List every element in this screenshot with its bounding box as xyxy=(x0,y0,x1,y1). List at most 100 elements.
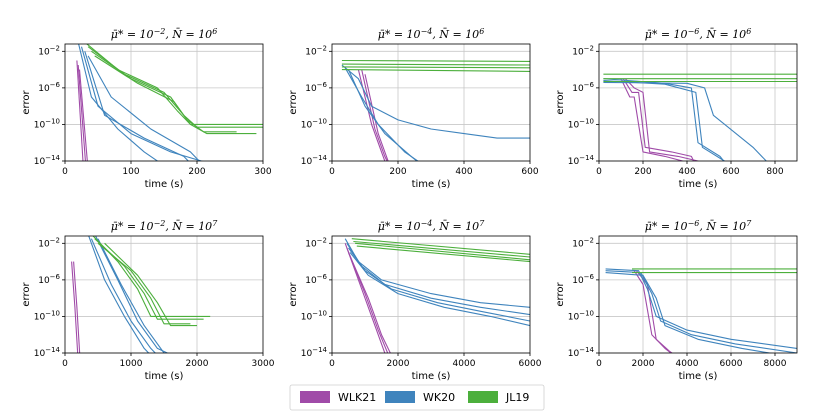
y-tick-label: 10−10 xyxy=(301,309,327,322)
series-group xyxy=(605,268,797,353)
legend-label-wk20: WK20 xyxy=(423,391,455,404)
x-tick-label: 0 xyxy=(62,359,68,369)
x-axis-label: time (s) xyxy=(145,179,184,190)
series-line-jl19 xyxy=(87,46,263,128)
series-line-wlk21 xyxy=(76,60,84,161)
x-tick-label: 400 xyxy=(455,167,472,177)
y-tick-label: 10−10 xyxy=(34,117,60,130)
series-line-jl19 xyxy=(341,66,530,69)
series-line-wk20 xyxy=(94,236,169,353)
series-line-wk20 xyxy=(603,80,726,161)
y-tick-label: 10−6 xyxy=(305,81,327,94)
x-tick-label: 300 xyxy=(254,167,271,177)
series-line-jl19 xyxy=(94,55,257,135)
y-axis-label: error xyxy=(555,282,566,307)
x-axis-label: time (s) xyxy=(412,371,451,382)
series-line-wk20 xyxy=(87,55,200,161)
y-tick-label: 10−6 xyxy=(572,81,594,94)
y-tick-label: 10−6 xyxy=(38,273,60,286)
x-tick-label: 0 xyxy=(596,167,602,177)
series-group xyxy=(341,59,530,161)
x-tick-label: 400 xyxy=(678,167,695,177)
y-axis-label: error xyxy=(288,282,299,307)
series-line-jl19 xyxy=(92,236,211,317)
legend-swatch-wk20 xyxy=(385,391,415,403)
series-line-wk20 xyxy=(347,69,418,161)
chart-title: μ̄* = 10−4, N̄ = 106 xyxy=(378,27,485,42)
series-line-wlk21 xyxy=(71,261,79,353)
series-line-wlk21 xyxy=(361,69,388,161)
y-tick-label: 10−2 xyxy=(305,44,327,57)
y-tick-label: 10−14 xyxy=(568,346,595,359)
series-line-wlk21 xyxy=(344,243,386,353)
series-line-wk20 xyxy=(80,46,204,161)
legend-swatch-wlk21 xyxy=(300,391,330,403)
series-line-jl19 xyxy=(341,69,530,72)
y-tick-label: 10−14 xyxy=(301,346,328,359)
series-line-jl19 xyxy=(97,242,191,325)
y-tick-label: 10−2 xyxy=(38,236,60,249)
y-tick-label: 10−6 xyxy=(38,81,60,94)
series-group xyxy=(76,44,263,161)
subplot-2: 0 200 400 600 10−14 10−10 10−6 10−2 time (s) erro… xyxy=(288,27,539,191)
series-line-jl19 xyxy=(104,242,197,327)
y-tick-label: 10−10 xyxy=(34,309,60,322)
chart-title: μ̄* = 10−6, N̄ = 106 xyxy=(645,27,752,42)
y-tick-label: 10−14 xyxy=(301,154,328,167)
y-tick-label: 10−14 xyxy=(568,154,595,167)
series-line-jl19 xyxy=(94,238,204,320)
legend: WLK21 WK20 JL19 xyxy=(289,384,545,411)
x-axis-label: time (s) xyxy=(679,179,718,190)
y-axis-label: error xyxy=(21,90,32,115)
chart-title: μ̄* = 10−2, N̄ = 106 xyxy=(111,27,218,42)
chart-title: μ̄* = 10−6, N̄ = 107 xyxy=(645,219,752,234)
y-tick-label: 10−2 xyxy=(38,44,60,57)
x-tick-label: 200 xyxy=(389,167,406,177)
y-tick-label: 10−10 xyxy=(301,117,327,130)
series-line-wlk21 xyxy=(622,78,695,161)
series-line-wlk21 xyxy=(78,69,88,161)
x-tick-label: 3000 xyxy=(252,359,275,369)
series-line-jl19 xyxy=(86,44,263,125)
x-tick-label: 800 xyxy=(766,167,783,177)
series-line-wlk21 xyxy=(347,252,391,353)
chart-title: μ̄* = 10−4, N̄ = 107 xyxy=(378,219,485,234)
y-tick-label: 10−6 xyxy=(305,273,327,286)
x-tick-label: 6000 xyxy=(519,359,542,369)
series-line-wk20 xyxy=(344,67,419,161)
series-line-wlk21 xyxy=(73,261,81,353)
series-line-wk20 xyxy=(78,44,159,161)
series-line-jl19 xyxy=(351,238,530,255)
series-line-jl19 xyxy=(353,240,530,258)
series-line-jl19 xyxy=(341,59,530,62)
series-line-wk20 xyxy=(349,252,530,327)
subplot-4: 0 1000 2000 3000 10−14 10−10 10−6 10−2 time (s) e… xyxy=(21,219,275,383)
series-line-wlk21 xyxy=(625,78,699,161)
axes-frame xyxy=(598,43,798,162)
y-tick-label: 10−2 xyxy=(572,44,594,57)
x-tick-label: 100 xyxy=(122,167,139,177)
series-line-wlk21 xyxy=(635,270,673,353)
y-axis-label: error xyxy=(21,282,32,307)
series-line-wk20 xyxy=(97,238,166,353)
x-tick-label: 4000 xyxy=(453,359,476,369)
x-tick-label: 6000 xyxy=(720,359,743,369)
series-line-wk20 xyxy=(605,268,797,349)
x-tick-label: 200 xyxy=(188,167,205,177)
y-tick-label: 10−10 xyxy=(568,117,594,130)
y-tick-label: 10−2 xyxy=(305,236,327,249)
x-tick-label: 8000 xyxy=(764,359,787,369)
series-line-wk20 xyxy=(605,272,773,353)
series-line-wk20 xyxy=(341,64,530,139)
subplot-1: 0 100 200 300 10−14 10−10 10−6 10−2 time (s) erro… xyxy=(21,27,272,191)
series-line-wlk21 xyxy=(77,64,86,161)
subplot-3: 0 200 400 600 800 10−14 10−10 10−6 10−2 time (s) e… xyxy=(555,27,798,190)
series-line-jl19 xyxy=(355,242,530,261)
y-tick-label: 10−2 xyxy=(572,236,594,249)
y-tick-label: 10−10 xyxy=(568,309,594,322)
series-group xyxy=(603,73,797,161)
subplot-5: 0 2000 4000 6000 10−14 10−10 10−6 10−2 time (s) e… xyxy=(288,219,542,383)
y-tick-label: 10−14 xyxy=(34,154,61,167)
subplot-6: 0 2000 4000 6000 8000 10−14 10−10 10−6 10−2 time … xyxy=(555,219,798,382)
